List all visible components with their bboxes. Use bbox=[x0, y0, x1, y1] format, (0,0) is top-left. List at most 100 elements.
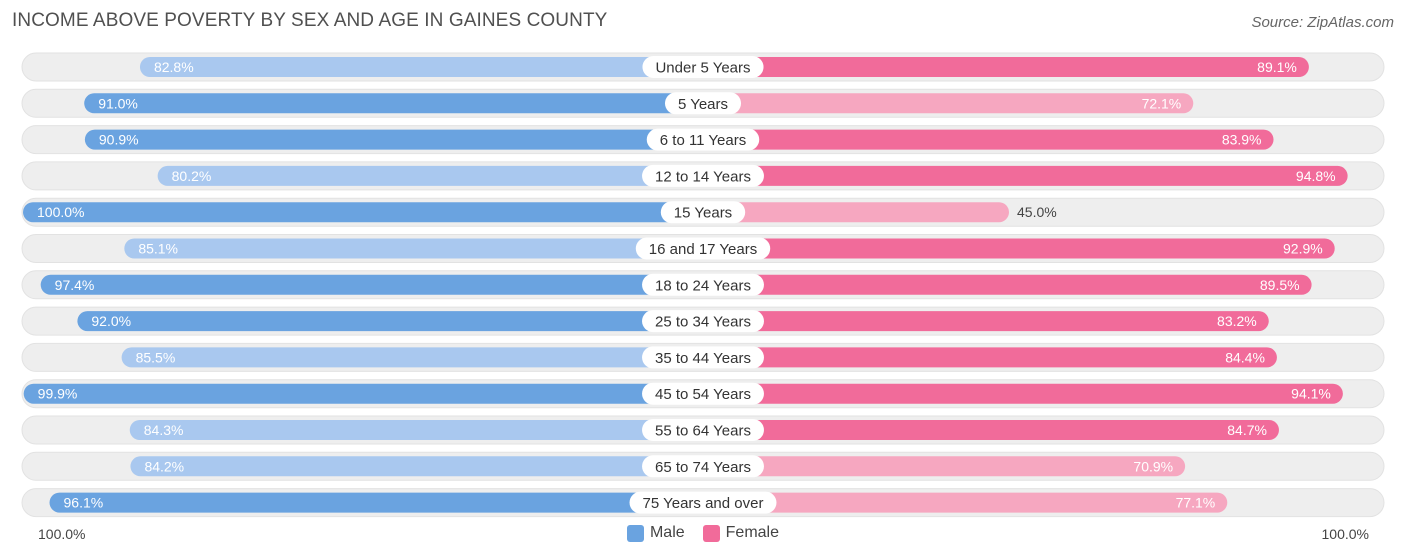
male-bar bbox=[84, 129, 703, 150]
category-text: 5 Years bbox=[678, 96, 728, 113]
male-bar bbox=[77, 311, 703, 332]
category-text: 16 and 17 Years bbox=[649, 241, 757, 258]
male-bar bbox=[121, 347, 704, 368]
male-value-label: 97.4% bbox=[55, 277, 95, 293]
male-bar bbox=[49, 492, 703, 513]
legend: Male Female bbox=[0, 524, 1406, 542]
male-value-label: 91.0% bbox=[98, 95, 138, 111]
legend-label-female: Female bbox=[725, 524, 780, 541]
category-label: 65 to 74 Years bbox=[642, 455, 764, 478]
source-credit: Source: ZipAtlas.com bbox=[1251, 14, 1394, 31]
legend-label-male: Male bbox=[649, 524, 685, 541]
female-bar bbox=[703, 420, 1279, 440]
male-value-label: 99.9% bbox=[38, 386, 78, 402]
legend-swatch-female bbox=[702, 524, 720, 542]
male-bar bbox=[139, 57, 703, 77]
male-value-label: 85.1% bbox=[138, 241, 178, 257]
category-text: 18 to 24 Years bbox=[655, 277, 751, 294]
category-pill bbox=[642, 455, 764, 478]
female-value-label: 45.0% bbox=[1017, 204, 1057, 220]
category-pill bbox=[642, 310, 764, 333]
legend-item-male[interactable]: Male bbox=[626, 524, 685, 542]
female-bar bbox=[703, 311, 1269, 332]
female-value-label: 83.2% bbox=[1217, 313, 1257, 329]
male-value-label: 92.0% bbox=[91, 313, 131, 329]
category-pill bbox=[664, 92, 742, 115]
axis-left-label: 100.0% bbox=[38, 526, 86, 542]
male-bar bbox=[124, 238, 703, 259]
female-value-label: 89.1% bbox=[1257, 59, 1297, 75]
female-bar bbox=[703, 492, 1228, 513]
legend-item-female[interactable]: Female bbox=[702, 524, 780, 542]
female-bar bbox=[703, 347, 1277, 368]
female-bar bbox=[703, 165, 1348, 186]
female-bar bbox=[703, 129, 1274, 150]
chart-title: INCOME ABOVE POVERTY BY SEX AND AGE IN G… bbox=[12, 10, 608, 31]
category-pill bbox=[642, 382, 764, 405]
category-pill bbox=[642, 346, 764, 369]
category-pill bbox=[646, 128, 760, 151]
category-label: 16 and 17 Years bbox=[635, 237, 771, 260]
female-value-label: 89.5% bbox=[1260, 277, 1300, 293]
category-text: 55 to 64 Years bbox=[655, 423, 751, 440]
female-value-label: 94.1% bbox=[1291, 386, 1331, 402]
axis-right-label: 100.0% bbox=[1321, 526, 1369, 542]
female-bar bbox=[703, 456, 1186, 477]
category-pill bbox=[642, 419, 764, 441]
male-bar bbox=[23, 202, 703, 223]
female-value-label: 94.8% bbox=[1296, 168, 1336, 184]
category-label: 25 to 34 Years bbox=[642, 310, 764, 333]
category-label: 6 to 11 Years bbox=[646, 128, 760, 151]
category-label: 5 Years bbox=[664, 92, 742, 115]
male-bar bbox=[130, 456, 703, 477]
category-pill bbox=[629, 491, 777, 514]
male-bar bbox=[23, 383, 704, 404]
female-value-label: 70.9% bbox=[1133, 458, 1173, 474]
category-pill bbox=[635, 237, 771, 260]
male-bar bbox=[129, 420, 703, 440]
category-label: 55 to 64 Years bbox=[642, 419, 764, 441]
male-bar bbox=[40, 274, 704, 295]
category-text: 75 Years and over bbox=[643, 495, 764, 512]
male-bar bbox=[84, 93, 703, 114]
category-label: Under 5 Years bbox=[642, 56, 764, 78]
category-pill bbox=[660, 201, 746, 224]
male-bar bbox=[157, 165, 703, 186]
male-value-label: 100.0% bbox=[37, 204, 84, 220]
female-value-label: 83.9% bbox=[1222, 132, 1262, 148]
category-text: 45 to 54 Years bbox=[655, 386, 751, 403]
category-text: 15 Years bbox=[674, 205, 732, 222]
female-bar bbox=[703, 383, 1343, 404]
female-bar bbox=[703, 57, 1309, 77]
category-label: 15 Years bbox=[660, 201, 746, 224]
female-value-label: 72.1% bbox=[1142, 95, 1182, 111]
category-text: 35 to 44 Years bbox=[655, 350, 751, 367]
male-value-label: 84.3% bbox=[144, 422, 184, 438]
diverging-bar-chart: 82.8% 89.1% Under 5 Years 91.0% 72.1% 5 Years… bbox=[21, 52, 1385, 518]
female-value-label: 77.1% bbox=[1176, 495, 1216, 511]
male-value-label: 80.2% bbox=[172, 168, 212, 184]
female-value-label: 92.9% bbox=[1283, 241, 1323, 257]
category-pill bbox=[642, 164, 764, 187]
category-label: 35 to 44 Years bbox=[642, 346, 764, 369]
category-label: 18 to 24 Years bbox=[642, 273, 764, 296]
category-label: 12 to 14 Years bbox=[642, 164, 764, 187]
category-label: 45 to 54 Years bbox=[642, 382, 764, 405]
category-pill bbox=[642, 56, 764, 78]
male-value-label: 85.5% bbox=[136, 349, 176, 365]
male-value-label: 82.8% bbox=[154, 59, 194, 75]
category-text: 65 to 74 Years bbox=[655, 459, 751, 476]
female-bar bbox=[703, 274, 1312, 295]
male-value-label: 96.1% bbox=[64, 495, 104, 511]
male-value-label: 90.9% bbox=[99, 132, 139, 148]
female-bar bbox=[703, 202, 1009, 223]
female-value-label: 84.7% bbox=[1227, 422, 1267, 438]
category-text: Under 5 Years bbox=[655, 60, 750, 77]
category-text: 6 to 11 Years bbox=[660, 132, 746, 149]
category-text: 12 to 14 Years bbox=[655, 168, 751, 185]
category-pill bbox=[642, 273, 764, 296]
category-label: 75 Years and over bbox=[629, 491, 777, 514]
female-bar bbox=[703, 93, 1194, 114]
female-bar bbox=[703, 238, 1335, 259]
male-value-label: 84.2% bbox=[144, 458, 184, 474]
